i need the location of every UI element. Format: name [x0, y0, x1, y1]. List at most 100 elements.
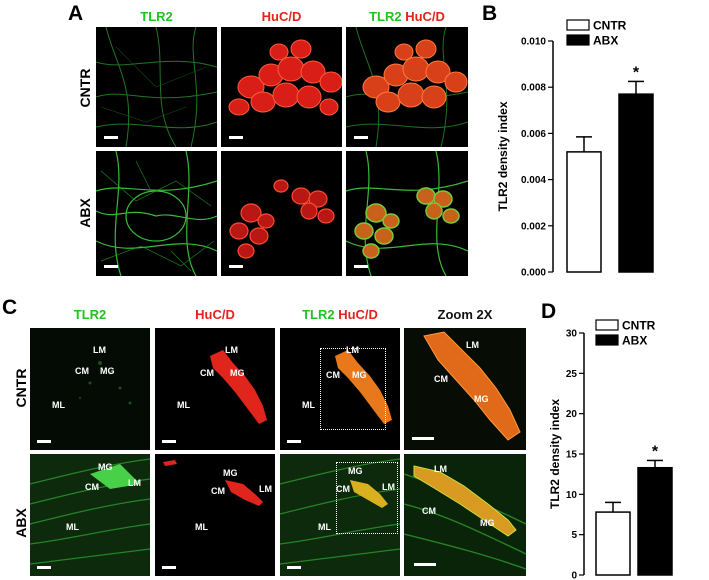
header-a-hucd: HuC/D: [261, 9, 302, 24]
micrograph-a-abx-tlr2: [96, 151, 217, 276]
y-tick-label: 0.010: [521, 37, 546, 48]
label-lm: LM: [259, 484, 272, 494]
label-ml: ML: [318, 522, 331, 532]
header-c-tlr2: TLR2: [73, 307, 107, 322]
label-mg: MG: [348, 466, 363, 476]
micrograph-c-cntr-zoom: LM CM MG: [404, 328, 526, 450]
header-a-tlr2: TLR2: [140, 9, 173, 24]
legend-swatch-cntr: [566, 19, 590, 31]
scale-bar: [229, 136, 243, 139]
y-axis-label: TLR2 density index: [548, 399, 562, 509]
y-tick-label: 0.000: [521, 268, 546, 279]
legend-swatch-cntr: [595, 319, 619, 331]
label-cm: CM: [336, 484, 350, 494]
header-a-merge-hucd: HuC/D: [405, 9, 445, 24]
label-lm: LM: [434, 464, 447, 474]
y-tick-label: 0.002: [521, 221, 546, 232]
label-lm: LM: [93, 345, 106, 355]
label-lm: LM: [382, 482, 395, 492]
scale-bar: [37, 440, 51, 443]
bar-cntr: [595, 511, 631, 576]
header-a-merge: TLR2 HuC/D: [346, 9, 468, 24]
label-mg: MG: [474, 394, 489, 404]
label-lm: LM: [128, 478, 141, 488]
y-tick-label: 15: [566, 450, 578, 461]
panel-letter-d: D: [541, 300, 557, 323]
row-label-a-abx: ABX: [77, 198, 93, 228]
label-cm: CM: [211, 486, 225, 496]
label-ml: ML: [195, 522, 208, 532]
zoom-box: [320, 348, 386, 430]
label-lm: LM: [466, 340, 479, 350]
micrograph-a-cntr-merge: [346, 27, 468, 147]
micrograph-c-abx-zoom: LM CM MG: [404, 454, 526, 576]
micrograph-a-abx-hucd: [221, 151, 342, 276]
panel-letter-a: A: [68, 2, 84, 25]
scale-bar: [414, 563, 436, 566]
micrograph-c-abx-merge: MG CM LM ML: [280, 454, 400, 576]
chart-b: 0.000 0.002 0.004 0.006 0.008 0.010 TLR2 densi…: [496, 19, 654, 279]
label-mg: MG: [223, 468, 238, 478]
header-c-merge-tlr2: TLR2: [302, 307, 335, 322]
scale-bar: [37, 566, 51, 569]
label-cm: CM: [75, 366, 89, 376]
significance-mark: *: [652, 443, 659, 460]
label-cm: CM: [434, 374, 448, 384]
row-label-c-cntr: CNTR: [13, 368, 29, 408]
scale-bar: [354, 136, 368, 139]
panel-letter-b: B: [482, 2, 498, 25]
y-tick-label: 0.008: [521, 83, 546, 94]
label-ml: ML: [52, 400, 65, 410]
panel-letter-c: C: [2, 296, 18, 319]
y-tick-label: 0: [571, 571, 577, 580]
bar-abx: [637, 466, 673, 576]
scale-bar: [354, 265, 368, 268]
y-tick-label: 0.004: [521, 175, 546, 186]
header-c-merge: TLR2 HuC/D: [280, 307, 400, 322]
legend-swatch-abx: [595, 334, 619, 346]
scale-bar: [162, 566, 176, 569]
label-lm: LM: [225, 345, 238, 355]
label-mg: MG: [352, 370, 367, 380]
label-cm: CM: [422, 506, 436, 516]
y-tick-label: 25: [566, 369, 578, 380]
scale-bar: [229, 265, 243, 268]
label-ml: ML: [177, 400, 190, 410]
micrograph-a-cntr-hucd: [221, 27, 342, 147]
y-tick-label: 30: [566, 329, 578, 340]
bar-abx: [618, 93, 654, 273]
header-a-merge-tlr2: TLR2: [369, 9, 402, 24]
legend-label-cntr: CNTR: [622, 319, 656, 333]
label-mg: MG: [100, 366, 115, 376]
legend-label-abx: ABX: [622, 334, 647, 348]
micrograph-a-abx-merge: [346, 151, 468, 276]
legend-swatch-abx: [566, 34, 590, 46]
zoom-box: [336, 462, 398, 534]
y-axis-label: TLR2 density index: [496, 101, 510, 211]
scale-bar: [287, 440, 301, 443]
scale-bar: [104, 136, 118, 139]
scale-bar: [287, 566, 301, 569]
micrograph-c-cntr-hucd: LM CM MG ML: [155, 328, 275, 450]
label-cm: CM: [200, 368, 214, 378]
y-tick-label: 20: [566, 409, 578, 420]
label-ml: ML: [302, 400, 315, 410]
label-ml: ML: [66, 522, 79, 532]
label-cm: CM: [85, 482, 99, 492]
scale-bar: [162, 440, 176, 443]
y-tick-label: 5: [571, 530, 577, 541]
legend-label-cntr: CNTR: [593, 19, 627, 33]
micrograph-c-abx-hucd: MG CM LM ML: [155, 454, 275, 576]
label-lm: LM: [346, 345, 359, 355]
micrograph-c-abx-tlr2: MG CM LM ML: [30, 454, 150, 576]
micrograph-c-cntr-merge: LM CM MG ML: [280, 328, 400, 450]
header-c-merge-hucd: HuC/D: [338, 307, 378, 322]
header-c-hucd: HuC/D: [195, 307, 235, 322]
micrograph-c-cntr-tlr2: LM CM MG ML: [30, 328, 150, 450]
label-mg: MG: [480, 518, 495, 528]
micrograph-a-cntr-tlr2: [96, 27, 217, 147]
label-cm: CM: [326, 370, 340, 380]
legend-label-abx: ABX: [593, 34, 618, 48]
y-tick-label: 10: [566, 490, 578, 501]
scale-bar: [104, 265, 118, 268]
